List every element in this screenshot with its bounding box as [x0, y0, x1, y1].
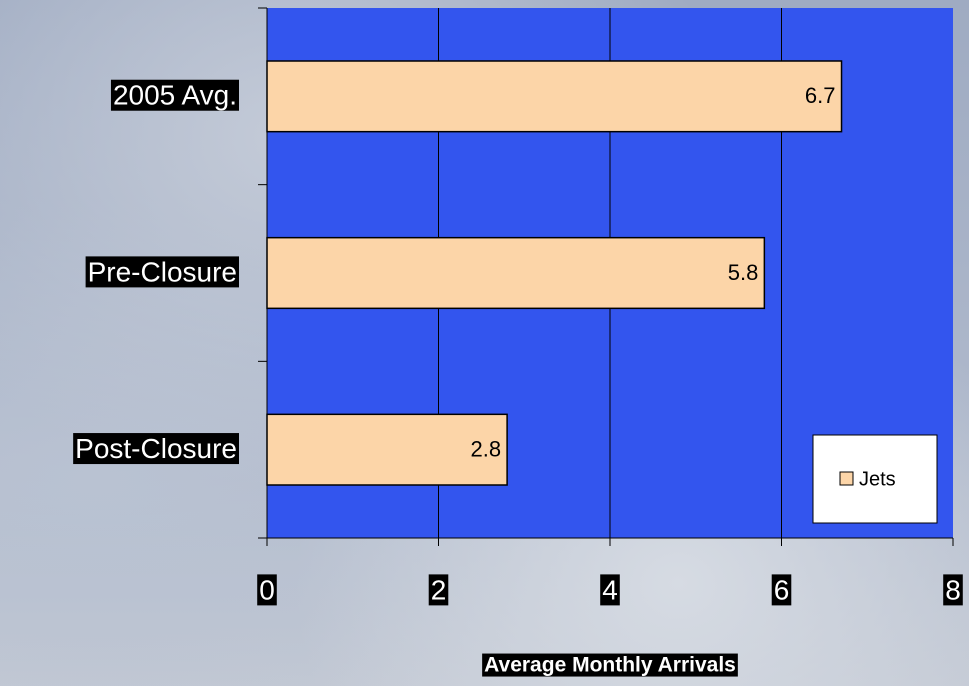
x-tick-label: 6 — [774, 574, 790, 605]
bar — [267, 61, 842, 132]
category-label: Pre-Closure — [88, 256, 237, 287]
bar — [267, 238, 764, 309]
page: 0 2 4 6 8 2005 Avg. 6.7 Pre-Closure 5.8 Post-Clos… — [0, 0, 969, 686]
value-label: 6.7 — [805, 83, 836, 108]
legend-swatch — [840, 472, 853, 485]
value-label: 2.8 — [471, 436, 502, 461]
legend-label: Jets — [859, 468, 896, 490]
x-tick-label: 2 — [431, 574, 447, 605]
chart: 0 2 4 6 8 2005 Avg. 6.7 Pre-Closure 5.8 Post-Clos… — [0, 0, 969, 686]
x-tick-label: 8 — [945, 574, 961, 605]
category-label: Post-Closure — [75, 433, 237, 464]
x-tick-label: 4 — [602, 574, 618, 605]
value-label: 5.8 — [728, 260, 759, 285]
category-label: 2005 Avg. — [113, 80, 237, 111]
x-axis-title: Average Monthly Arrivals — [484, 654, 736, 677]
x-tick-label: 0 — [259, 574, 275, 605]
